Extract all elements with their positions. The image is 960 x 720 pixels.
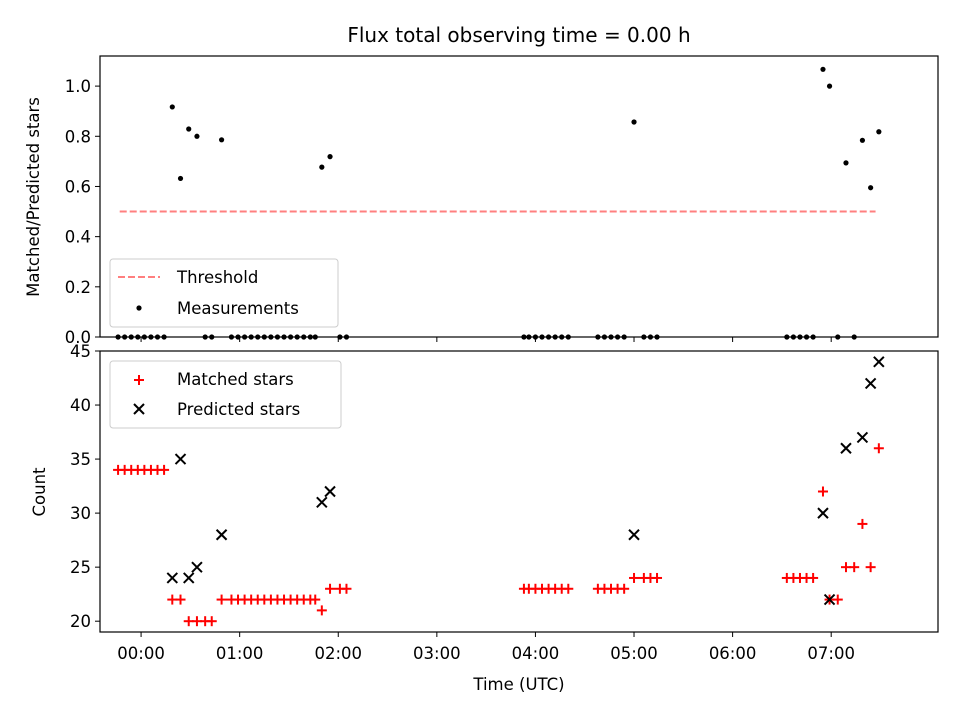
measurement-point — [859, 137, 866, 143]
bottom-legend-box — [109, 360, 342, 429]
legend-matched-swatch — [134, 375, 144, 385]
measurement-point — [218, 137, 225, 143]
x-tick-label: 07:00 — [807, 644, 855, 663]
x-tick-label: 03:00 — [413, 644, 461, 663]
matched-star-marker — [865, 562, 876, 573]
matched-star-marker — [873, 443, 884, 454]
matched-star-marker — [619, 583, 630, 594]
bottom-plot: 20 25 30 35 40 45 00:00 01:00 02:00 03:00 04:00 05… — [30, 342, 939, 694]
predicted-star-marker — [215, 529, 228, 541]
matched-star-marker — [857, 518, 868, 529]
measurement-point — [194, 133, 200, 139]
matched-star-marker — [216, 594, 227, 605]
top-y-tick-label: 1.0 — [65, 77, 91, 96]
predicted-star-marker — [324, 485, 336, 498]
chart-title: Flux total observing time = 0.00 h — [347, 23, 690, 47]
matched-star-marker — [563, 583, 574, 594]
matched-star-marker — [206, 616, 217, 627]
x-tick-label: 02:00 — [314, 644, 362, 663]
legend-threshold-label: Threshold — [176, 268, 258, 287]
legend-matched-label: Matched stars — [177, 370, 294, 389]
matched-star-marker — [808, 572, 819, 583]
measurement-point — [186, 126, 192, 132]
matched-star-marker — [310, 594, 321, 605]
matched-star-marker — [652, 572, 663, 583]
top-plot-frame — [99, 55, 939, 338]
bottom-plot-frame — [99, 350, 939, 633]
predicted-star-marker — [864, 377, 877, 390]
top-x-axis — [140, 337, 832, 342]
x-tick-label: 01:00 — [216, 644, 264, 663]
matched-star-marker — [175, 594, 186, 605]
bottom-y-tick-label: 40 — [70, 396, 91, 415]
bottom-y-tick-label: 20 — [70, 612, 91, 631]
bottom-y-axis: 20 25 30 35 40 45 — [70, 342, 100, 631]
matched-star-marker — [341, 583, 352, 594]
x-tick-label: 05:00 — [610, 644, 658, 663]
predicted-star-marker — [191, 561, 203, 573]
bottom-y-tick-label: 45 — [70, 342, 91, 361]
measurement-point — [169, 104, 175, 110]
x-tick-label: 04:00 — [512, 644, 560, 663]
top-y-tick-label: 0.6 — [65, 177, 91, 196]
top-y-axis: 0.0 0.2 0.4 0.6 0.8 1.0 — [65, 77, 100, 347]
measurement-point — [868, 185, 874, 191]
bottom-x-axis: 00:00 01:00 02:00 03:00 04:00 05:00 06:00 07:00 — [117, 632, 855, 663]
predicted-star-marker — [166, 572, 179, 584]
top-legend: Threshold Measurements — [109, 258, 339, 328]
predicted-star-marker — [817, 507, 829, 519]
matched-star-marker — [325, 583, 336, 594]
predicted-star-marker — [183, 572, 195, 584]
measurement-point — [177, 175, 184, 182]
top-y-axis-label: Matched/Predicted stars — [24, 97, 43, 297]
bottom-legend: Matched stars Predicted stars — [109, 360, 342, 429]
bottom-y-tick-label: 35 — [70, 450, 91, 469]
x-tick-label: 06:00 — [709, 644, 757, 663]
matched-star-marker — [159, 464, 170, 475]
measurement-point — [327, 154, 333, 160]
predicted-star-marker — [316, 496, 328, 509]
bottom-y-tick-label: 30 — [70, 504, 91, 523]
measurement-point — [876, 129, 882, 135]
bottom-y-tick-label: 25 — [70, 558, 91, 577]
predicted-star-marker — [174, 453, 187, 465]
top-y-tick-label: 0.0 — [65, 328, 91, 347]
top-legend-box — [109, 258, 339, 328]
predicted-star-marker — [628, 529, 640, 541]
legend-predicted-swatch — [133, 403, 145, 415]
legend-measurements-swatch — [136, 305, 142, 311]
measurement-point — [826, 83, 833, 89]
bottom-plot-series — [113, 356, 885, 627]
predicted-star-marker — [873, 356, 885, 368]
top-y-tick-label: 0.2 — [65, 278, 91, 297]
top-plot: 0.0 0.2 0.4 0.6 0.8 1.0 Matched/Predicted sta… — [24, 55, 939, 347]
measurement-point — [319, 164, 325, 170]
predicted-star-marker — [840, 442, 852, 454]
x-tick-label: 00:00 — [117, 644, 165, 663]
matched-star-marker — [832, 594, 843, 605]
matched-star-marker — [817, 486, 828, 497]
predicted-star-marker — [856, 431, 869, 444]
measurement-point — [631, 119, 637, 125]
measurement-point — [820, 66, 826, 72]
measurement-point — [843, 160, 849, 166]
bottom-y-axis-label: Count — [30, 467, 49, 517]
legend-measurements-label: Measurements — [177, 299, 299, 318]
matched-star-marker — [849, 562, 860, 573]
x-axis-label: Time (UTC) — [472, 675, 564, 694]
legend-predicted-label: Predicted stars — [177, 400, 300, 419]
predicted-star-marker — [823, 593, 836, 606]
matched-star-marker — [629, 572, 640, 583]
top-y-tick-label: 0.4 — [65, 228, 91, 247]
top-y-tick-label: 0.8 — [65, 127, 91, 146]
matched-star-marker — [316, 605, 327, 616]
